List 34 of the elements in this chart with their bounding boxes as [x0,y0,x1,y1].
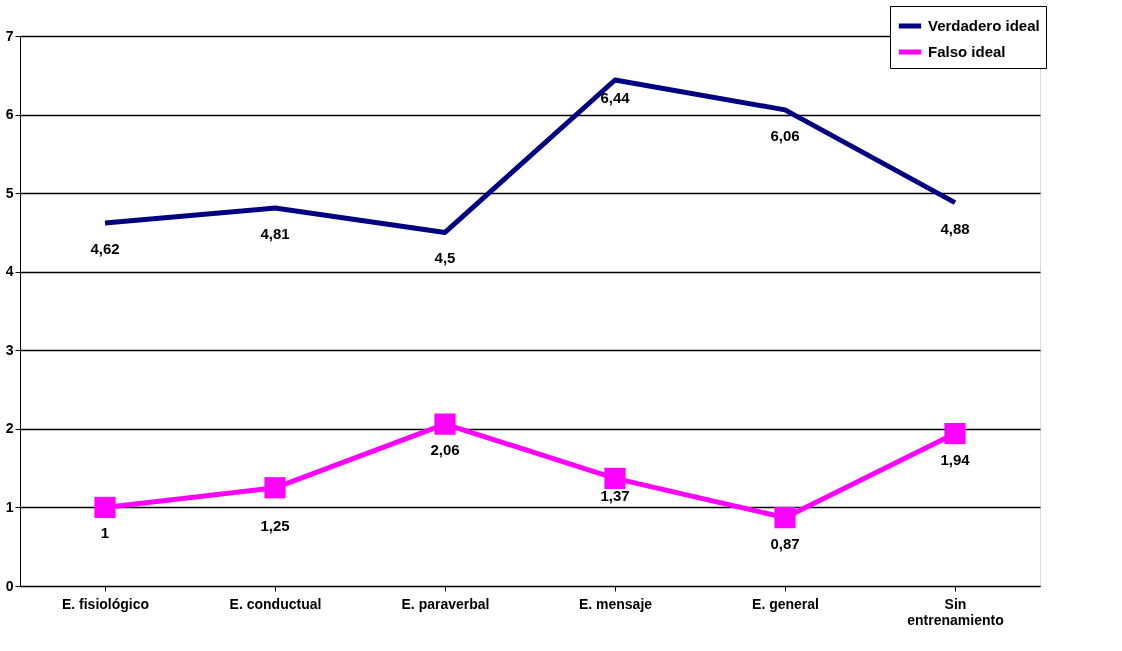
x-tick-label: E. mensaje [578,595,653,612]
y-tick-label: 2 [5,420,14,437]
x-tick-label: E. conductual [229,595,322,612]
point [774,507,796,529]
y-tick-label: 5 [5,184,14,201]
data-label: 2,06 [430,441,460,459]
point [604,467,626,489]
data-label: 6,44 [600,89,631,106]
y-tick-label: 0 [5,577,14,594]
data-label: 1,37 [600,487,630,505]
y-tick-label: 4 [5,263,14,280]
data-label: 4,62 [90,240,120,257]
data-label: 1 [100,524,110,542]
x-tick-label: E. fisiológico [61,595,150,612]
y-tick-label: 3 [5,341,14,358]
point [94,496,116,519]
x-tick-label: E. general [752,595,819,612]
data-label: 4,5 [434,249,456,267]
legend-label: Verdadero ideal [928,17,1040,34]
x-tick-label: E. paraverbal [401,595,490,612]
data-label: 6,06 [770,126,800,144]
y-tick-label: 1 [5,498,14,515]
data-label: 4,88 [940,219,970,237]
data-label: 4,81 [260,225,290,243]
data-label: 1,94 [940,450,971,468]
data-label: 0,87 [770,534,800,552]
y-tick-label: 6 [5,106,14,123]
y-tick-label: 7 [5,27,14,44]
point [434,413,456,435]
x-tick-label: Sin entrenamiento [907,595,1004,628]
point [944,422,966,445]
data-label: 1,25 [260,516,290,534]
legend-label: Falso ideal [928,43,1006,60]
point [264,477,286,499]
